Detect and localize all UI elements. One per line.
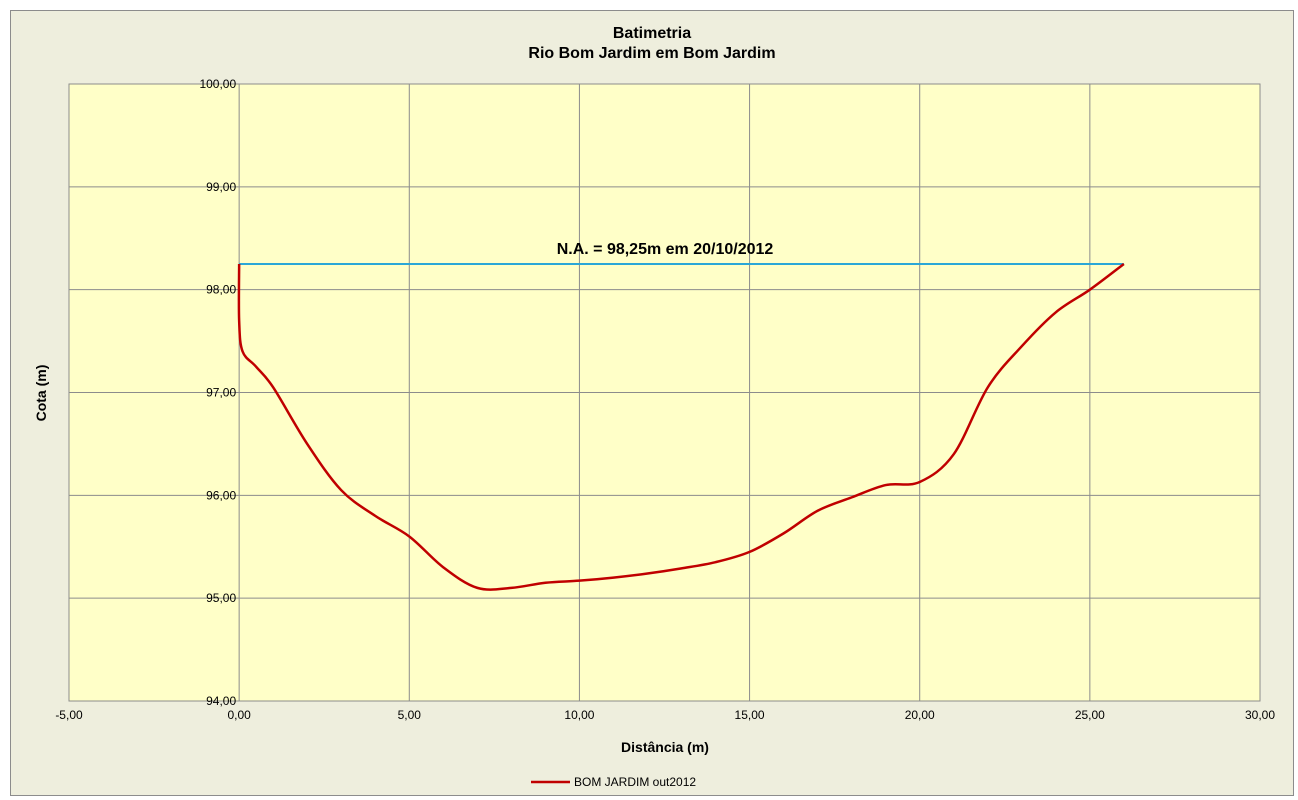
grid bbox=[68, 83, 1261, 702]
series-line-bom-jardim bbox=[237, 262, 1125, 591]
x-tick-label: 25,00 bbox=[1075, 708, 1105, 722]
chart-subtitle: Rio Bom Jardim em Bom Jardim bbox=[528, 45, 775, 62]
chart-title: Batimetria bbox=[613, 25, 691, 42]
legend-label: BOM JARDIM out2012 bbox=[574, 775, 696, 789]
x-tick-label: 5,00 bbox=[398, 708, 422, 722]
y-tick-label: 100,00 bbox=[199, 77, 236, 91]
y-tick-label: 95,00 bbox=[206, 591, 236, 605]
x-tick-label: 10,00 bbox=[564, 708, 594, 722]
y-tick-label: 96,00 bbox=[206, 488, 236, 502]
series-lines bbox=[237, 262, 1125, 591]
x-axis-label: Distância (m) bbox=[621, 739, 709, 755]
x-tick-label: -5,00 bbox=[55, 708, 83, 722]
y-axis-label: Cota (m) bbox=[33, 365, 49, 422]
legend: BOM JARDIM out2012 bbox=[531, 775, 696, 789]
tick-labels: -5,00 0,00 5,00 10,00 15,00 20,00 25,00 30,00 94… bbox=[55, 77, 1275, 722]
x-tick-label: 0,00 bbox=[227, 708, 251, 722]
x-tick-label: 20,00 bbox=[905, 708, 935, 722]
y-tick-label: 99,00 bbox=[206, 180, 236, 194]
water-level-label: N.A. = 98,25m em 20/10/2012 bbox=[557, 241, 774, 258]
y-tick-label: 94,00 bbox=[206, 694, 236, 708]
x-tick-label: 15,00 bbox=[735, 708, 765, 722]
x-tick-label: 30,00 bbox=[1245, 708, 1275, 722]
y-tick-label: 98,00 bbox=[206, 283, 236, 297]
y-tick-label: 97,00 bbox=[206, 386, 236, 400]
